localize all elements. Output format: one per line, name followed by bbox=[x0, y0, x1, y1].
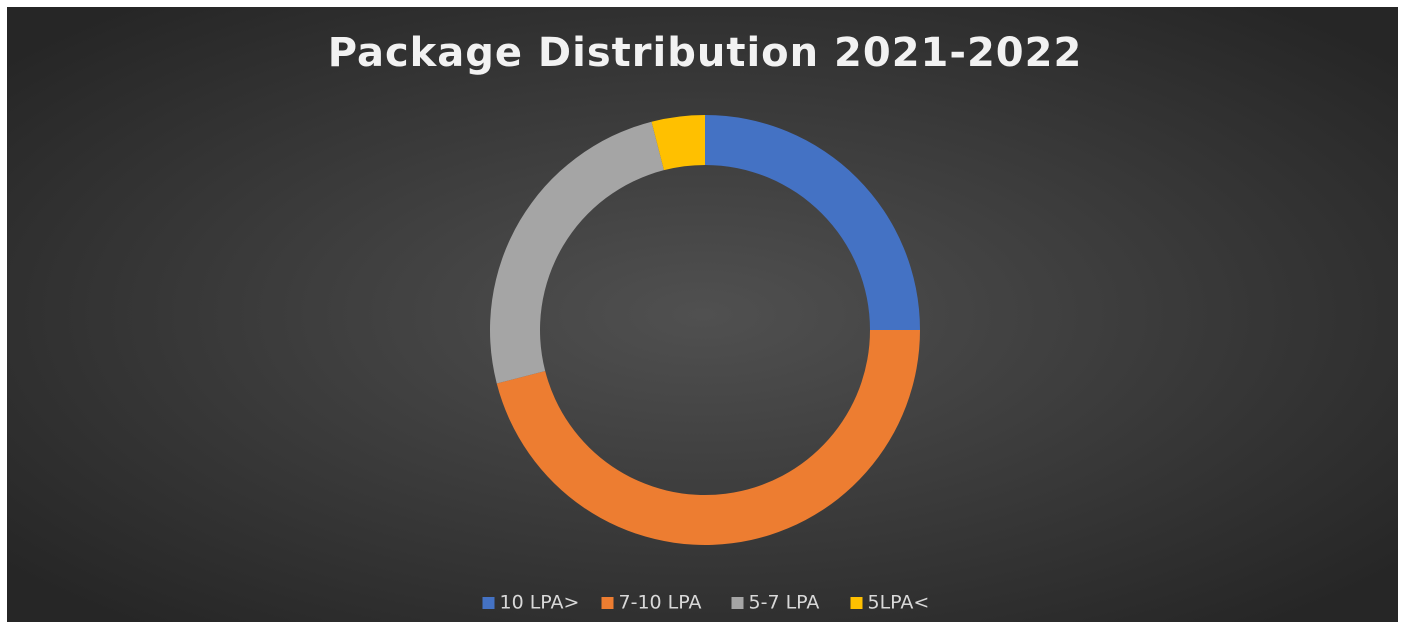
legend-label: 5LPA< bbox=[868, 592, 930, 614]
legend-swatch bbox=[850, 597, 863, 609]
legend-swatch bbox=[482, 597, 495, 609]
slice bbox=[651, 115, 705, 171]
slice bbox=[705, 115, 920, 330]
legend-swatch bbox=[731, 597, 744, 609]
legend-label: 5-7 LPA bbox=[749, 592, 820, 614]
legend-label: 7-10 LPA bbox=[619, 592, 702, 614]
legend: 10 LPA> 7-10 LPA 5-7 LPA 5LPA< bbox=[482, 592, 930, 614]
legend-label: 10 LPA> bbox=[500, 592, 580, 614]
legend-swatch bbox=[601, 597, 614, 609]
slice bbox=[496, 330, 920, 546]
slices bbox=[490, 115, 920, 546]
chart-title: Package Distribution 2021-2022 bbox=[328, 30, 1083, 76]
slice bbox=[490, 121, 664, 384]
